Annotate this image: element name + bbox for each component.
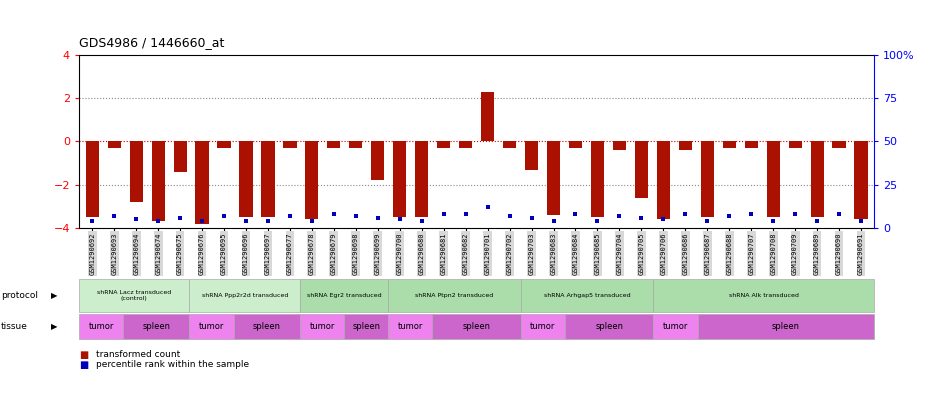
Point (831, 211, 846, 217)
Text: shRNA Ppp2r2d transduced: shRNA Ppp2r2d transduced (202, 293, 288, 298)
Bar (745, 141, 758, 148)
Text: tumor: tumor (88, 322, 113, 331)
Bar (459, 141, 472, 148)
Point (765, 218, 780, 224)
Bar (327, 141, 340, 148)
Text: tumor: tumor (398, 322, 423, 331)
Point (414, 218, 429, 224)
Point (525, 215, 539, 221)
Bar (700, 141, 714, 217)
Text: protocol: protocol (1, 291, 38, 300)
Bar (811, 141, 824, 217)
Text: tumor: tumor (199, 322, 224, 331)
Point (612, 213, 627, 219)
Bar (152, 141, 165, 221)
Bar (239, 141, 253, 217)
Text: ▶: ▶ (51, 322, 58, 331)
Point (217, 213, 232, 219)
Point (699, 218, 714, 224)
Bar (174, 141, 187, 172)
Bar (261, 141, 274, 217)
Text: ■: ■ (79, 360, 88, 370)
Point (678, 211, 693, 217)
Bar (218, 141, 231, 148)
Text: percentile rank within the sample: percentile rank within the sample (96, 360, 249, 369)
Text: transformed count: transformed count (96, 351, 180, 359)
Bar (108, 141, 121, 148)
Bar (525, 141, 538, 170)
Point (260, 218, 275, 224)
Text: spleen: spleen (772, 322, 800, 331)
Point (480, 204, 495, 210)
Bar (591, 141, 604, 217)
Text: spleen: spleen (352, 322, 380, 331)
Point (656, 216, 671, 222)
Point (239, 218, 254, 224)
Point (788, 211, 803, 217)
Bar (305, 141, 318, 219)
Bar (679, 141, 692, 150)
Text: tumor: tumor (530, 322, 555, 331)
Bar (657, 141, 670, 219)
Point (854, 218, 869, 224)
Point (568, 211, 583, 217)
Bar (635, 141, 648, 198)
Point (304, 218, 319, 224)
Text: shRNA Ptpn2 transduced: shRNA Ptpn2 transduced (416, 293, 494, 298)
Text: spleen: spleen (462, 322, 491, 331)
Point (634, 215, 649, 221)
Bar (613, 141, 626, 150)
Text: ■: ■ (79, 350, 88, 360)
Point (502, 213, 517, 219)
Bar (789, 141, 802, 148)
Bar (481, 92, 494, 141)
Bar (371, 141, 384, 180)
Bar (393, 141, 406, 217)
Text: shRNA Alk transduced: shRNA Alk transduced (729, 293, 799, 298)
Bar (129, 141, 142, 202)
Bar (284, 141, 297, 148)
Bar (437, 141, 450, 148)
Bar (855, 141, 868, 219)
Point (546, 218, 561, 224)
Point (349, 213, 364, 219)
Text: tissue: tissue (1, 322, 28, 331)
Point (436, 211, 451, 217)
Point (326, 211, 341, 217)
Text: shRNA Egr2 transduced: shRNA Egr2 transduced (307, 293, 381, 298)
Text: tumor: tumor (663, 322, 688, 331)
Text: tumor: tumor (310, 322, 335, 331)
Point (107, 213, 122, 219)
Point (722, 213, 737, 219)
Text: spleen: spleen (595, 322, 623, 331)
Point (392, 216, 407, 222)
Text: spleen: spleen (253, 322, 281, 331)
Point (128, 216, 143, 222)
Point (85, 218, 100, 224)
Text: shRNA Lacz transduced
(control): shRNA Lacz transduced (control) (97, 290, 171, 301)
Point (810, 218, 825, 224)
Text: ▶: ▶ (51, 291, 58, 300)
Bar (195, 141, 208, 224)
Bar (766, 141, 779, 217)
Point (370, 215, 385, 221)
Point (590, 218, 604, 224)
Text: GDS4986 / 1446660_at: GDS4986 / 1446660_at (79, 36, 224, 49)
Bar (723, 141, 736, 148)
Bar (86, 141, 99, 217)
Text: spleen: spleen (142, 322, 170, 331)
Point (744, 211, 759, 217)
Bar (569, 141, 582, 148)
Point (194, 218, 209, 224)
Point (173, 215, 188, 221)
Bar (547, 141, 560, 215)
Bar (832, 141, 845, 148)
Bar (415, 141, 429, 217)
Point (458, 211, 473, 217)
Point (283, 213, 298, 219)
Point (151, 218, 166, 224)
Bar (503, 141, 516, 148)
Bar (350, 141, 363, 148)
Text: shRNA Arhgap5 transduced: shRNA Arhgap5 transduced (544, 293, 631, 298)
